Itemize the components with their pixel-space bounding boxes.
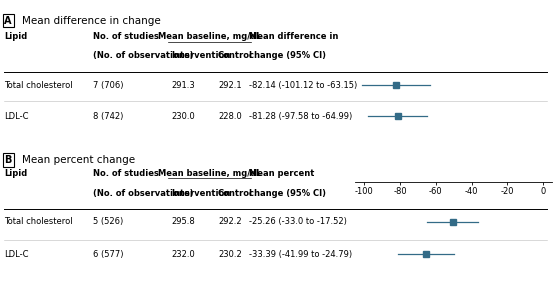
Text: No. of studies: No. of studies [93, 32, 159, 41]
Text: Intervention: Intervention [171, 51, 230, 60]
Text: change (95% CI): change (95% CI) [249, 188, 326, 198]
Text: -25.26 (-33.0 to -17.52): -25.26 (-33.0 to -17.52) [249, 218, 346, 226]
Text: 295.8: 295.8 [171, 218, 195, 226]
Text: 292.2: 292.2 [218, 218, 242, 226]
Text: LDL-C: LDL-C [4, 112, 29, 121]
Text: No. of studies: No. of studies [93, 169, 159, 178]
Text: (No. of observations): (No. of observations) [93, 188, 194, 198]
Text: A: A [4, 16, 12, 26]
Text: B: B [4, 155, 12, 165]
Text: Control: Control [218, 51, 253, 60]
Text: 232.0: 232.0 [171, 250, 195, 259]
Text: LDL-C: LDL-C [4, 250, 29, 259]
Text: Mean percent: Mean percent [249, 169, 314, 178]
Text: 7 (706): 7 (706) [93, 81, 124, 90]
Text: Mean baseline, mg/dL: Mean baseline, mg/dL [158, 169, 261, 178]
Text: 230.2: 230.2 [218, 250, 242, 259]
Text: Mean baseline, mg/dL: Mean baseline, mg/dL [158, 32, 261, 41]
Text: -82.14 (-101.12 to -63.15): -82.14 (-101.12 to -63.15) [249, 81, 357, 90]
Text: 291.3: 291.3 [171, 81, 195, 90]
Text: Lipid: Lipid [4, 169, 28, 178]
Text: -33.39 (-41.99 to -24.79): -33.39 (-41.99 to -24.79) [249, 250, 352, 259]
Text: 230.0: 230.0 [171, 112, 195, 121]
Text: (No. of observations): (No. of observations) [93, 51, 194, 60]
Text: Control: Control [218, 188, 253, 198]
Text: Intervention: Intervention [171, 188, 230, 198]
Text: 8 (742): 8 (742) [93, 112, 124, 121]
Text: 5 (526): 5 (526) [93, 218, 124, 226]
Text: 292.1: 292.1 [218, 81, 242, 90]
Text: Mean percent change: Mean percent change [22, 155, 135, 165]
Text: Mean difference in: Mean difference in [414, 223, 493, 231]
Text: 228.0: 228.0 [218, 112, 242, 121]
Text: Total cholesterol: Total cholesterol [4, 81, 73, 90]
Text: Mean difference in: Mean difference in [249, 32, 338, 41]
Text: change (95% CI): change (95% CI) [249, 51, 326, 60]
Text: -81.28 (-97.58 to -64.99): -81.28 (-97.58 to -64.99) [249, 112, 352, 121]
Text: Total cholesterol: Total cholesterol [4, 218, 73, 226]
Text: Lipid: Lipid [4, 32, 28, 41]
Text: 6 (577): 6 (577) [93, 250, 124, 259]
Text: change (95% CI): change (95% CI) [419, 237, 488, 246]
Text: Mean difference in change: Mean difference in change [22, 16, 161, 26]
